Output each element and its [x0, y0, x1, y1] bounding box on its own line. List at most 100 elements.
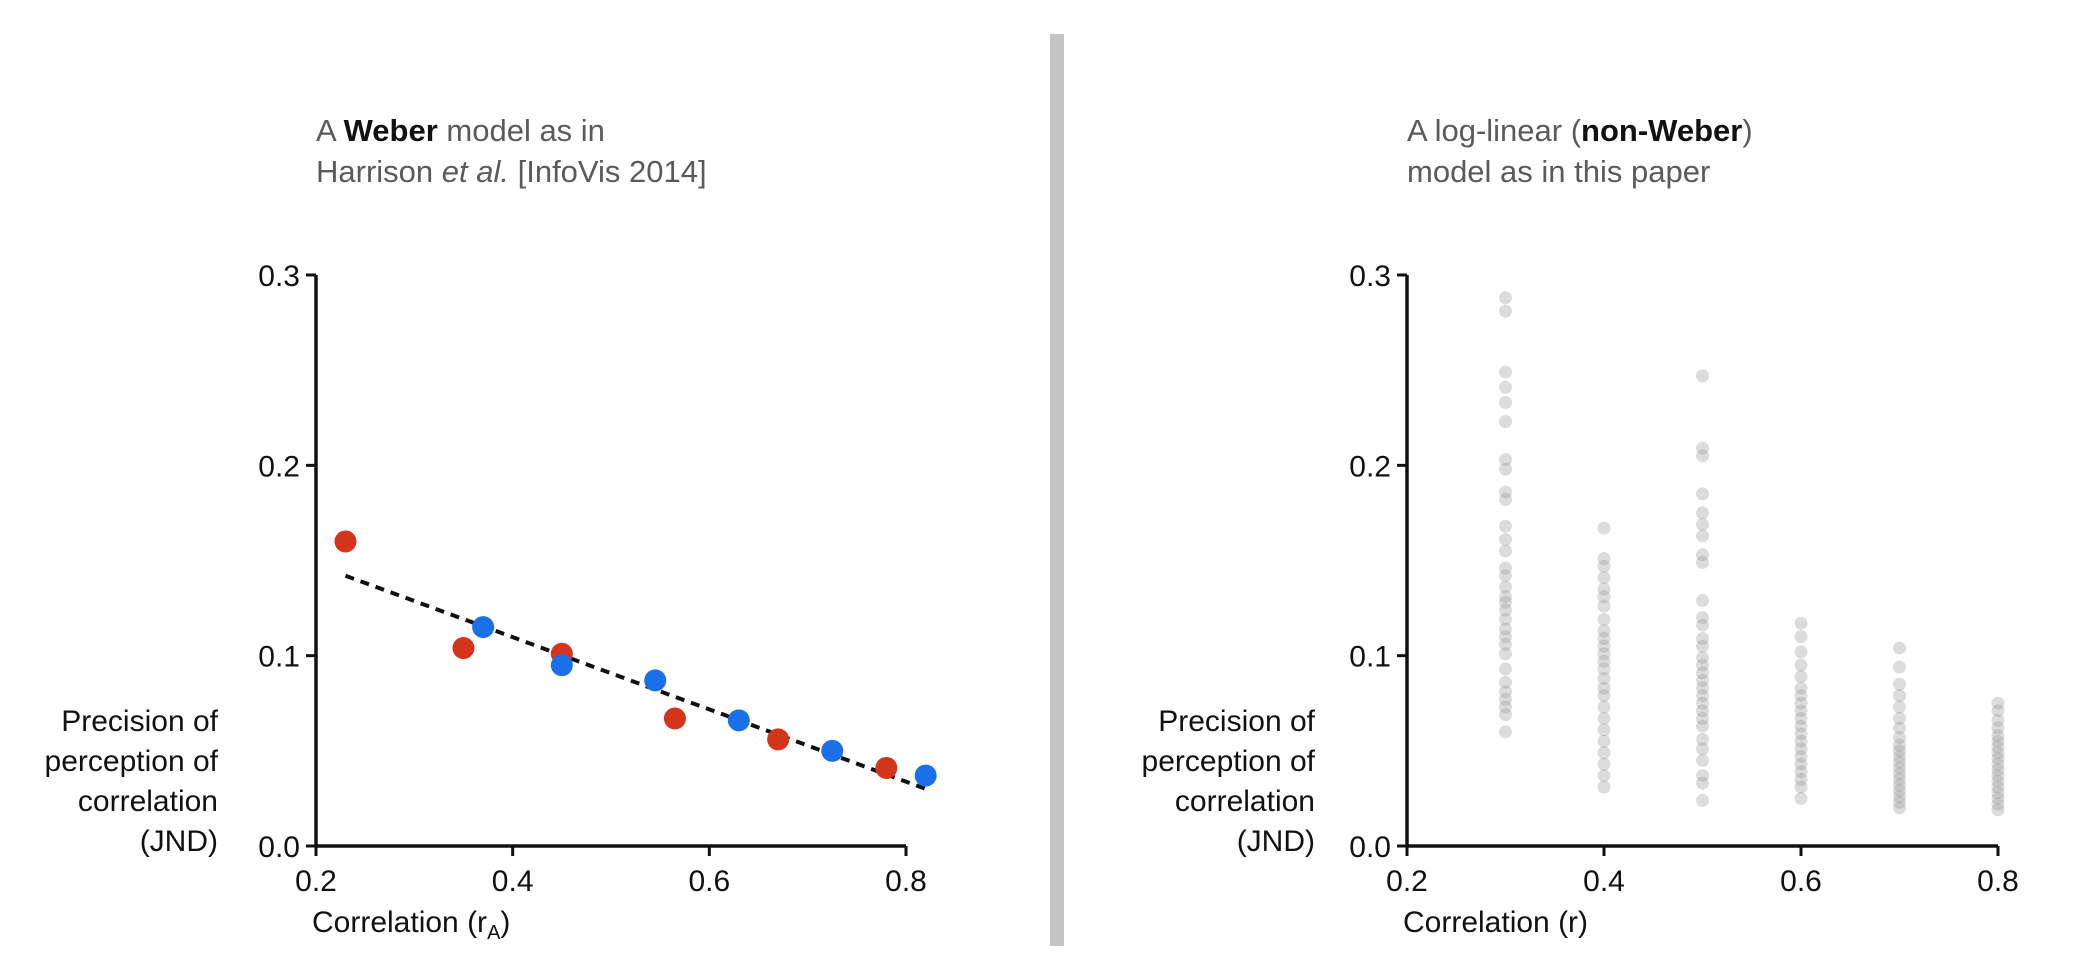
right-point-gray: [1794, 616, 1808, 630]
right-point-gray: [1696, 529, 1709, 543]
right-point-gray: [1794, 681, 1808, 695]
right-point-gray: [1597, 590, 1611, 604]
right-y-tick-label: 0.0: [1349, 831, 1391, 864]
right-point-gray: [1893, 689, 1906, 703]
right-point-gray: [1499, 580, 1512, 594]
right-point-gray: [1499, 561, 1512, 575]
left-xlabel-main: Correlation (r: [312, 906, 488, 939]
right-point-gray: [1893, 772, 1906, 786]
left-title-line2-pre: Harrison: [316, 154, 442, 189]
left-point-red: [334, 530, 357, 553]
right-point-gray: [1696, 548, 1709, 562]
right-point-gray: [1499, 630, 1512, 644]
right-point-gray: [1794, 734, 1808, 748]
right-point-gray: [1991, 803, 2005, 817]
right-point-gray: [1499, 519, 1512, 533]
right-point-gray: [1597, 521, 1611, 535]
right-point-gray: [1499, 708, 1512, 722]
right-point-gray: [1597, 647, 1611, 661]
left-x-tick-label: 0.4: [492, 865, 534, 898]
right-point-gray: [1794, 704, 1808, 718]
right-point-gray: [1794, 757, 1808, 771]
left-x-tick-label: 0.6: [688, 865, 730, 898]
right-point-gray: [1696, 658, 1709, 672]
right-point-gray: [1597, 559, 1611, 573]
right-point-gray: [1696, 742, 1709, 756]
right-point-gray: [1991, 740, 2005, 754]
right-point-gray: [1696, 681, 1709, 695]
right-point-gray: [1794, 765, 1808, 779]
left-y-tick-label: 0.1: [258, 641, 300, 674]
right-point-gray: [1794, 719, 1808, 733]
right-point-gray: [1499, 675, 1512, 689]
left-title-line2-italic: et al.: [441, 154, 509, 189]
right-point-gray: [1499, 637, 1512, 651]
right-point-gray: [1696, 555, 1709, 569]
left-point-red: [663, 707, 686, 730]
right-point-gray: [1893, 778, 1906, 792]
right-point-gray: [1991, 713, 2005, 727]
right-point-gray: [1499, 725, 1512, 739]
right-point-gray: [1893, 721, 1906, 735]
right-point-gray: [1893, 801, 1906, 815]
right-point-gray: [1499, 647, 1512, 661]
right-ylabel-line-3: correlation: [1174, 785, 1315, 818]
right-point-gray: [1893, 767, 1906, 781]
right-title-mid: ): [1742, 113, 1753, 148]
right-x-tick-label: 0.6: [1780, 865, 1822, 898]
right-point-gray: [1696, 776, 1709, 790]
right-point-gray: [1499, 622, 1512, 636]
right-point-gray: [1499, 685, 1512, 699]
left-ylabel-line-4: (JND): [139, 825, 218, 858]
left-title-lead: A: [316, 113, 344, 148]
right-y-tick-label: 0.2: [1349, 450, 1391, 483]
right-point-gray: [1794, 772, 1808, 786]
left-point-blue: [550, 654, 573, 677]
left-point-red: [875, 756, 898, 779]
left-xlabel-end: ): [500, 906, 511, 939]
right-point-gray: [1597, 734, 1611, 748]
right-point-gray: [1499, 291, 1512, 305]
right-point-gray: [1696, 696, 1709, 710]
right-point-gray: [1597, 672, 1611, 686]
right-point-gray: [1696, 506, 1709, 520]
right-point-gray: [1499, 396, 1512, 410]
right-point-gray: [1499, 304, 1512, 318]
right-point-gray: [1893, 641, 1906, 655]
right-title-line1: A log-linear (non-Weber): [1407, 110, 1753, 151]
right-point-gray: [1597, 654, 1611, 668]
right-x-tick-label: 0.8: [1977, 865, 2019, 898]
right-point-gray: [1499, 453, 1512, 467]
right-point-gray: [1597, 552, 1611, 566]
right-point-gray: [1696, 793, 1709, 807]
right-point-gray: [1991, 721, 2005, 735]
right-point-gray: [1696, 769, 1709, 783]
right-point-gray: [1499, 485, 1512, 499]
right-title-lead: A log-linear (: [1407, 113, 1582, 148]
left-y-tick-label: 0.0: [258, 831, 300, 864]
right-point-gray: [1499, 692, 1512, 706]
right-point-gray: [1991, 757, 2005, 771]
right-point-gray: [1794, 791, 1808, 805]
right-point-gray: [1696, 611, 1709, 625]
right-point-gray: [1696, 517, 1709, 531]
right-point-gray: [1696, 651, 1709, 665]
right-point-gray: [1893, 761, 1906, 775]
right-point-gray: [1597, 780, 1611, 794]
right-point-gray: [1696, 753, 1709, 767]
right-point-gray: [1499, 365, 1512, 379]
right-ylabel-line-1: Precision of: [1158, 705, 1315, 738]
right-ylabel-line-2: perception of: [1141, 745, 1315, 778]
right-point-gray: [1794, 630, 1808, 644]
right-ylabel-line-4: (JND): [1236, 825, 1315, 858]
right-point-gray: [1991, 769, 2005, 783]
right-point-gray: [1597, 624, 1611, 638]
right-point-gray: [1794, 780, 1808, 794]
left-point-blue: [914, 764, 937, 787]
right-point-gray: [1499, 603, 1512, 617]
right-point-gray: [1696, 487, 1709, 501]
right-point-gray: [1991, 746, 2005, 760]
right-point-gray: [1991, 797, 2005, 811]
right-point-gray: [1499, 533, 1512, 547]
